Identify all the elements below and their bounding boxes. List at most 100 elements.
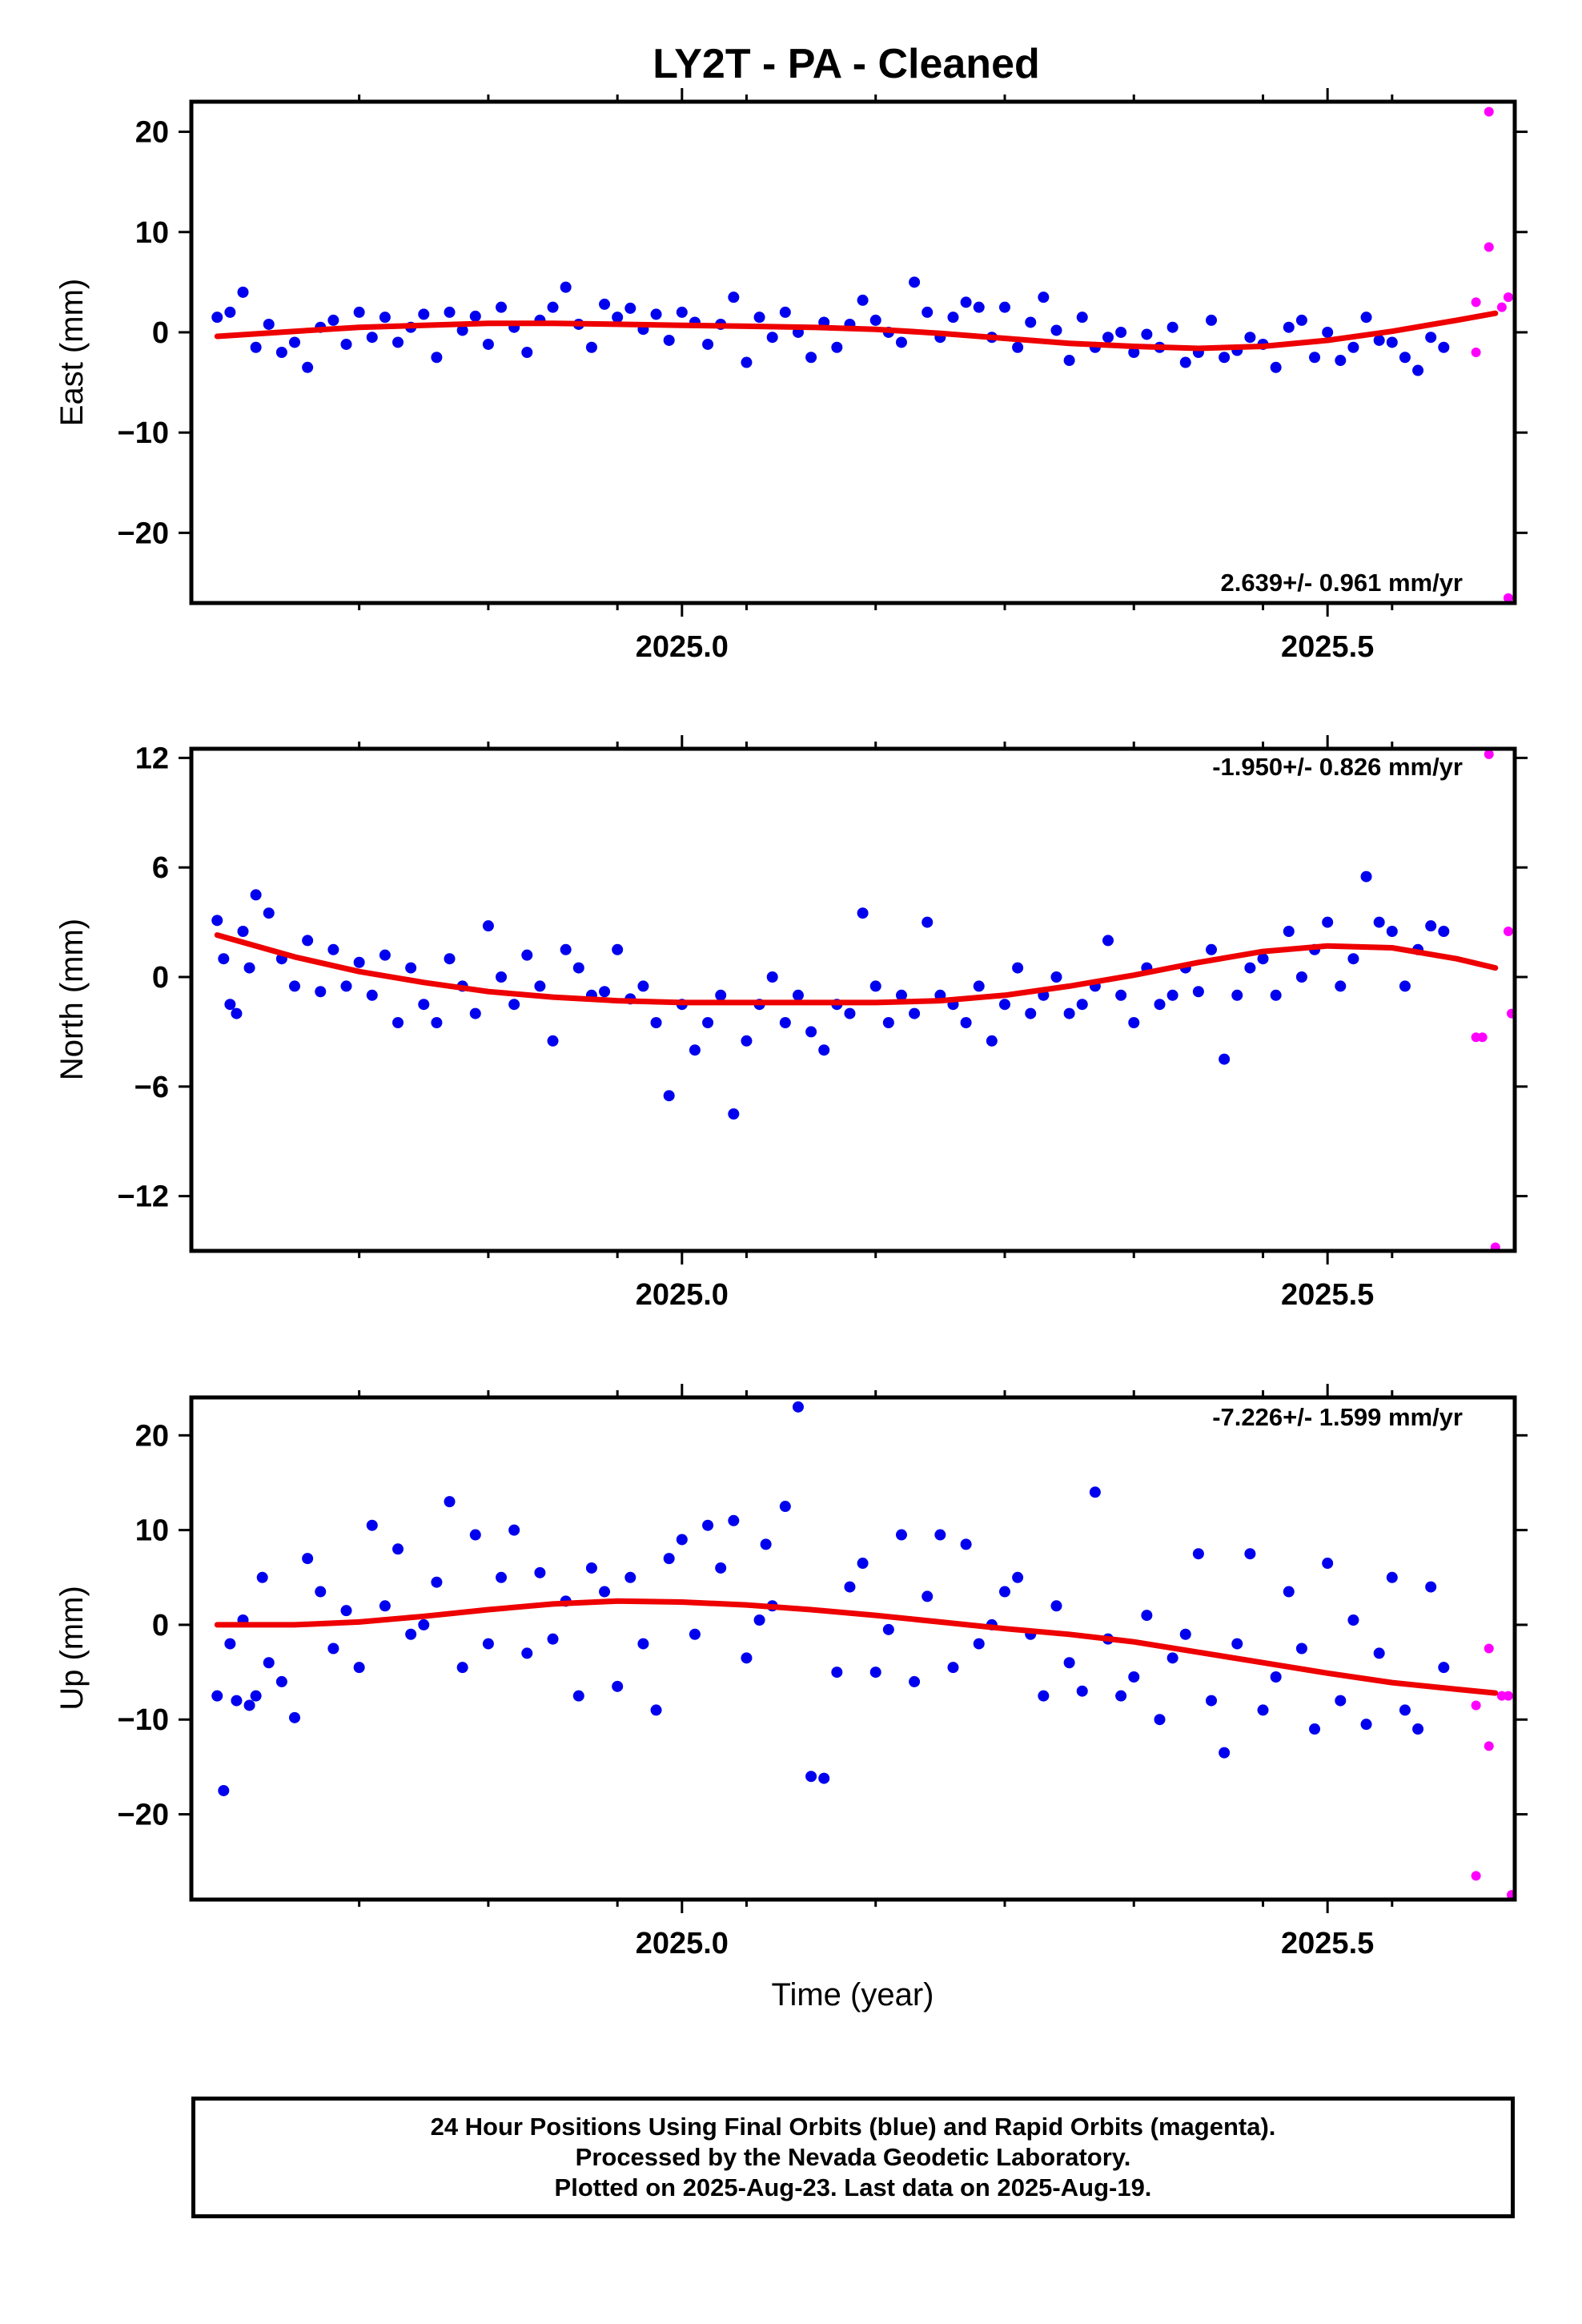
north-final-point	[243, 962, 255, 974]
east-final-point	[469, 310, 481, 322]
up-final-point	[599, 1586, 611, 1598]
up-final-point	[431, 1576, 443, 1588]
north-final-point	[779, 1017, 791, 1028]
up-final-point	[231, 1695, 243, 1707]
east-final-point	[1360, 312, 1372, 324]
east-ytick-label: 20	[135, 116, 169, 150]
up-xtick-label: 2025.0	[636, 1927, 729, 1960]
east-final-point	[1141, 328, 1153, 340]
east-rapid-point	[1484, 242, 1494, 252]
up-panel: 20 10 0 −10 −20 2025.0 2025.5 Up (mm) -7.226+/…	[54, 1384, 1528, 1960]
north-final-point	[534, 980, 546, 992]
footer-line-2: Processed by the Nevada Geodetic Laborat…	[575, 2143, 1131, 2171]
up-final-point	[256, 1571, 268, 1583]
up-final-point	[366, 1519, 378, 1531]
east-final-point	[263, 318, 275, 330]
up-final-point	[482, 1638, 494, 1650]
footer-line-3: Plotted on 2025-Aug-23. Last data on 202…	[554, 2173, 1152, 2201]
up-final-point	[753, 1614, 765, 1626]
up-final-point	[302, 1553, 314, 1565]
east-rapid-point	[1471, 297, 1481, 308]
up-xtick-label: 2025.5	[1281, 1927, 1374, 1960]
north-final-point	[895, 989, 907, 1001]
north-final-point	[1025, 1007, 1037, 1019]
up-rate-label: -7.226+/- 1.599 mm/yr	[1212, 1403, 1463, 1431]
north-final-point	[766, 971, 778, 983]
east-final-point	[766, 332, 778, 344]
east-xtick-label: 2025.0	[636, 630, 729, 664]
east-final-point	[521, 347, 533, 358]
east-ytick-label: 0	[152, 316, 169, 350]
up-final-point	[315, 1586, 327, 1598]
up-final-point	[1412, 1723, 1424, 1735]
north-panel: 12 6 0 −6 −12 2025.0 2025.5 North (mm) -1.950+…	[54, 735, 1528, 1312]
up-final-point	[243, 1699, 255, 1711]
north-final-point	[882, 1017, 894, 1028]
plot-title: LY2T - PA - Cleaned	[652, 41, 1040, 87]
up-final-point	[1231, 1638, 1243, 1650]
up-final-point	[1141, 1610, 1153, 1622]
up-final-point	[353, 1662, 365, 1674]
up-ytick-label: 20	[135, 1419, 169, 1453]
north-rapid-point	[1477, 1032, 1488, 1043]
up-ytick-label: 0	[152, 1609, 169, 1642]
north-final-point	[960, 1017, 972, 1028]
north-final-point	[1283, 926, 1295, 937]
up-final-point	[327, 1642, 339, 1655]
up-final-point	[547, 1633, 559, 1645]
east-final-point	[973, 301, 985, 313]
east-final-point	[1399, 352, 1411, 364]
east-final-point	[1166, 321, 1178, 333]
east-frame	[189, 99, 1517, 605]
up-final-point	[224, 1638, 236, 1650]
east-final-point	[1206, 314, 1218, 326]
north-final-point	[508, 999, 520, 1011]
up-final-point	[534, 1566, 546, 1578]
up-final-point	[263, 1657, 275, 1669]
up-final-point	[1179, 1628, 1191, 1640]
up-final-point	[469, 1529, 481, 1541]
east-final-point	[431, 352, 443, 364]
north-final-point	[250, 889, 262, 901]
east-final-point	[392, 336, 404, 348]
east-final-point	[1063, 355, 1075, 367]
up-final-point	[1206, 1695, 1218, 1707]
up-rapid-point	[1471, 1871, 1481, 1881]
east-final-point	[1373, 334, 1385, 346]
north-final-point	[1012, 962, 1024, 974]
east-final-point	[302, 361, 314, 373]
east-final-point	[1102, 332, 1114, 344]
up-final-point	[1322, 1558, 1334, 1570]
north-final-point	[444, 953, 456, 965]
up-final-point	[392, 1543, 404, 1555]
north-final-point	[986, 1035, 998, 1047]
up-final-point	[496, 1571, 508, 1583]
north-xtick-label: 2025.5	[1281, 1278, 1374, 1312]
east-final-point	[779, 306, 791, 318]
up-final-point	[1347, 1614, 1359, 1626]
east-rapid-point	[1503, 593, 1513, 603]
north-final-point	[496, 971, 508, 983]
east-ytick-label: 10	[135, 216, 169, 250]
north-final-point	[302, 935, 314, 947]
up-final-point	[844, 1581, 856, 1593]
north-final-point	[289, 980, 301, 992]
north-final-point	[715, 989, 727, 1001]
up-fit-line	[214, 1598, 1499, 1696]
east-final-point	[895, 336, 907, 348]
up-final-point	[1335, 1695, 1347, 1707]
up-marks	[211, 1401, 1516, 1900]
up-final-point	[508, 1524, 520, 1536]
east-final-point	[1386, 336, 1398, 348]
east-final-point	[585, 341, 597, 353]
east-final-point	[237, 286, 249, 298]
north-final-point	[844, 1007, 856, 1019]
up-ytick-label: 10	[135, 1514, 169, 1548]
up-final-point	[1425, 1581, 1437, 1593]
north-final-point	[1166, 989, 1178, 1001]
up-final-point	[947, 1662, 959, 1674]
east-final-point	[1025, 316, 1037, 328]
north-xtick-label: 2025.0	[636, 1278, 729, 1312]
east-final-point	[1076, 312, 1088, 324]
north-final-point	[973, 980, 985, 992]
